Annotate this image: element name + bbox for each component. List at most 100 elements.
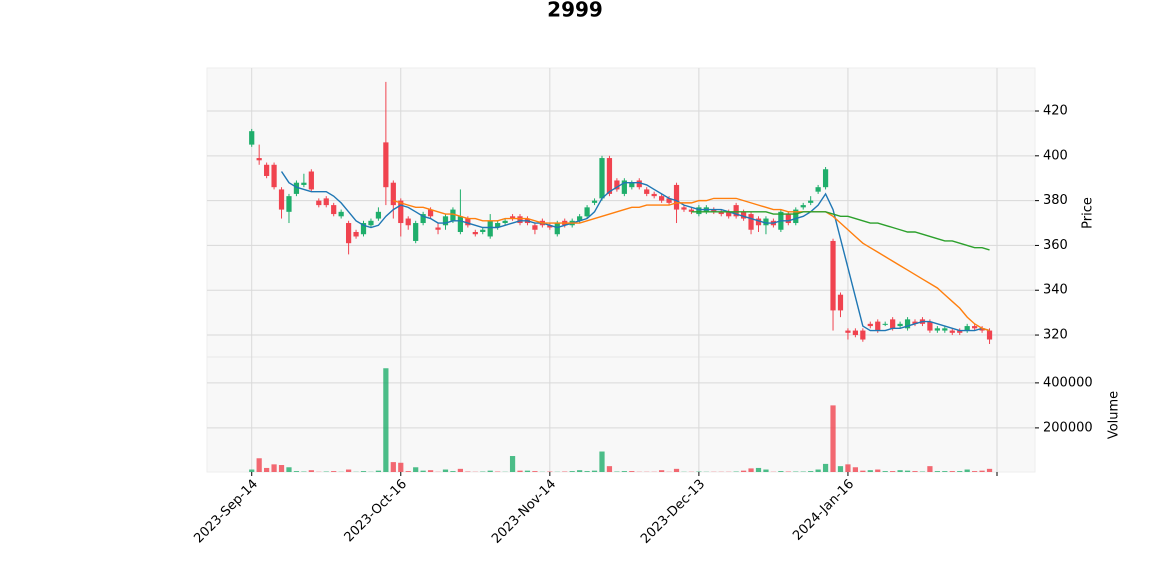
x-tick-label: 2023-Nov-14 [489,477,559,547]
volume-bar [279,465,284,472]
candle-body [435,228,440,230]
volume-bar [346,470,351,472]
candle-body [309,172,314,190]
volume-bar [271,464,276,472]
candle-body [339,212,344,216]
candle-body [830,241,835,310]
volume-bar [830,405,835,472]
volume-bar [853,467,858,472]
volume-bar [577,470,582,472]
candle-body [681,207,686,209]
candle-body [868,324,873,326]
candle-body [599,158,604,198]
volume-bar [517,471,522,472]
volume-bar [875,470,880,472]
volume-bar [428,470,433,472]
y-tick-label: 380 [1043,193,1068,208]
volume-bar [450,471,455,472]
candle-body [316,201,321,205]
volume-bar [860,471,865,472]
x-tick-label: 2023-Sep-14 [191,477,261,547]
volume-bar [942,471,947,472]
candle-body [875,322,880,331]
y-tick-label: 340 [1043,283,1068,298]
candle-body [808,201,813,203]
volume-bar [532,471,537,472]
volume-bar [927,466,932,472]
candle-body [301,183,306,185]
volume-bar [883,471,888,472]
volume-bar [584,471,589,472]
candle-body [406,219,411,226]
volume-bar [868,470,873,472]
candle-body [935,328,940,330]
candle-body [838,295,843,311]
volume-bar [406,471,411,472]
volume-bar [294,471,299,472]
volume-bar [488,471,493,472]
volume-bar [309,470,314,472]
volume-bar [957,471,962,472]
candle-body [950,331,955,333]
candle-body [674,185,679,210]
candle-body [659,196,664,200]
volume-bar [331,471,336,472]
candle-body [383,142,388,187]
volume-bar [570,471,575,472]
volume-bar [763,470,768,472]
candle-body [331,205,336,214]
volume-bar [361,471,366,472]
volume-bar [413,467,418,472]
volume-bar [376,471,381,472]
volume-bar [741,471,746,472]
volume-bar [845,464,850,472]
candle-body [748,214,753,230]
candle-body [927,322,932,331]
candle-body [324,198,329,205]
candle-body [860,331,865,340]
candle-body [346,223,351,243]
volume-tick-label: 200000 [1043,420,1093,435]
y-tick-label: 400 [1043,148,1068,163]
volume-bar [391,462,396,472]
volume-bar [629,471,634,472]
volume-bar [748,468,753,472]
volume-bar [286,467,291,472]
volume-bar [979,471,984,472]
volume-bar [257,458,262,472]
volume-bar [756,468,761,472]
volume-bar [510,456,515,472]
y-tick-label: 420 [1043,104,1068,119]
volume-bar [965,470,970,472]
candle-body [853,331,858,335]
candle-body [607,158,612,194]
candle-body [652,194,657,196]
volume-bar [398,463,403,472]
volume-bar [823,464,828,472]
candle-body [503,221,508,223]
volume-bar [659,470,664,472]
volume-bar [987,469,992,472]
candle-body [845,331,850,333]
volume-bar [950,471,955,472]
volume-bar [816,470,821,472]
candle-body [592,201,597,203]
candle-body [942,328,947,330]
candle-body [458,216,463,232]
candle-body [972,326,977,328]
candle-body [897,324,902,326]
volume-bar [838,466,843,472]
volume-bar [778,471,783,472]
candle-body [473,232,478,234]
candle-body [271,165,276,187]
volume-bar [599,452,604,472]
volume-bar [897,470,902,472]
volume-bar [458,469,463,472]
candle-body [443,216,448,225]
candle-body [353,232,358,236]
volume-bar [525,471,530,472]
x-tick-label: 2024-Jan-16 [790,477,857,544]
volume-bar [622,471,627,472]
candle-body [584,207,589,216]
